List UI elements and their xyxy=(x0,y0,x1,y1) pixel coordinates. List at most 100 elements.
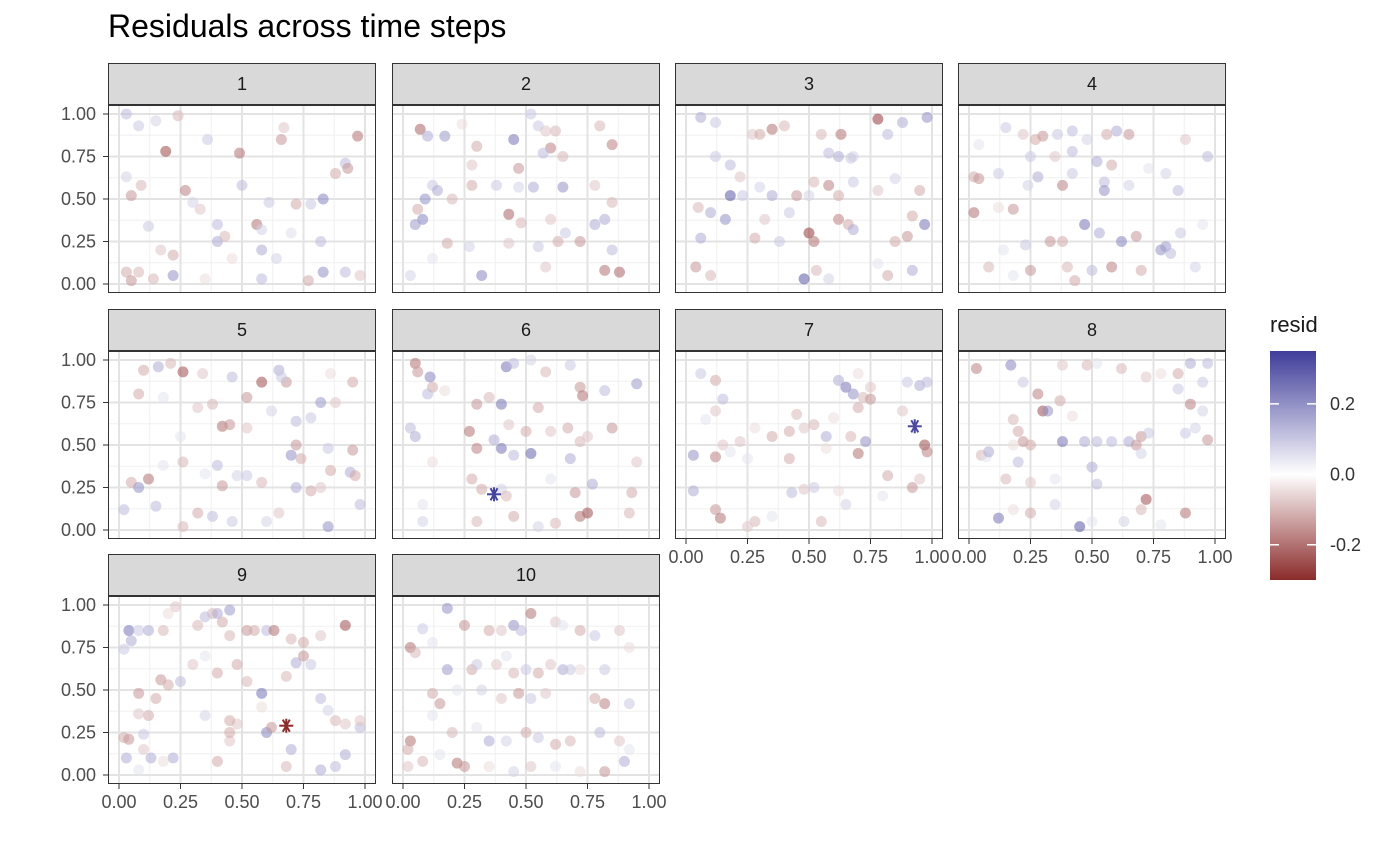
data-point xyxy=(495,693,507,704)
data-point xyxy=(734,171,746,183)
data-point xyxy=(574,381,586,393)
data-point xyxy=(1007,270,1019,281)
data-point xyxy=(503,237,515,249)
data-point xyxy=(133,388,145,400)
data-point xyxy=(1025,507,1036,519)
data-point xyxy=(424,371,436,383)
data-point xyxy=(823,147,835,159)
data-point xyxy=(906,264,918,276)
data-point xyxy=(471,659,483,670)
data-point xyxy=(483,761,495,772)
data-point xyxy=(1172,185,1184,196)
data-point xyxy=(1032,388,1044,400)
data-point xyxy=(1091,357,1103,369)
data-point xyxy=(118,504,130,516)
data-point xyxy=(459,619,470,631)
data-point xyxy=(921,376,933,388)
data-point xyxy=(1172,368,1184,380)
data-point xyxy=(187,196,199,208)
data-point xyxy=(786,487,798,499)
data-point xyxy=(532,667,544,679)
data-point xyxy=(1189,261,1201,273)
data-point xyxy=(1056,236,1068,247)
data-point xyxy=(1086,461,1098,473)
data-point xyxy=(1005,359,1017,371)
data-point xyxy=(404,735,416,747)
facet-panel-9: 9 0.00 0.25 0.50 0.75 1.00 0.00 0.25 0.50 0.75 1.0… xyxy=(61,554,383,812)
data-point xyxy=(589,693,601,704)
data-point xyxy=(710,117,722,128)
panel-border xyxy=(392,351,660,539)
data-point xyxy=(1143,162,1155,174)
data-point xyxy=(1093,227,1105,239)
x-tick-label: 0.25 xyxy=(447,792,482,812)
data-point xyxy=(199,611,211,623)
data-point xyxy=(623,744,635,755)
data-point xyxy=(882,270,894,281)
data-point xyxy=(710,504,722,516)
data-point xyxy=(687,485,699,497)
data-point xyxy=(451,684,463,696)
data-point xyxy=(305,485,317,497)
x-tick-label: 0.00 xyxy=(668,547,703,567)
data-point xyxy=(143,473,155,485)
data-point xyxy=(599,213,611,225)
legend-tick-label: 0.2 xyxy=(1330,394,1355,414)
data-point xyxy=(695,232,707,244)
facet-strip-label: 3 xyxy=(804,74,814,94)
data-point xyxy=(798,422,810,434)
data-point xyxy=(803,227,815,239)
data-point xyxy=(1056,359,1068,371)
data-point xyxy=(248,625,260,636)
data-point xyxy=(1052,128,1064,140)
data-point xyxy=(138,364,150,376)
data-point xyxy=(545,659,557,670)
data-point xyxy=(1020,239,1032,251)
data-point xyxy=(1017,376,1029,388)
data-point xyxy=(527,181,539,193)
legend-tick-label: -0.2 xyxy=(1330,535,1361,555)
data-point xyxy=(412,366,424,378)
panel-border xyxy=(108,105,376,293)
data-point xyxy=(993,202,1005,213)
data-point xyxy=(1007,203,1019,215)
data-point xyxy=(847,388,859,400)
data-point xyxy=(896,405,908,417)
data-point xyxy=(256,687,268,699)
data-point xyxy=(441,664,453,676)
data-point xyxy=(540,261,552,273)
legend-tick-label: 0.0 xyxy=(1330,464,1355,484)
data-point xyxy=(500,490,512,502)
data-point xyxy=(525,354,537,366)
data-point xyxy=(133,482,145,493)
data-point xyxy=(409,431,421,442)
data-point xyxy=(724,190,736,202)
data-point xyxy=(500,735,512,747)
data-point xyxy=(167,270,179,281)
data-point xyxy=(574,236,586,247)
data-point xyxy=(483,735,495,747)
data-point xyxy=(515,625,527,636)
data-point xyxy=(224,419,236,431)
data-point xyxy=(766,431,778,442)
data-point xyxy=(508,766,520,778)
data-point xyxy=(1140,371,1152,383)
data-point xyxy=(970,363,982,374)
data-point xyxy=(613,625,625,636)
panel-border xyxy=(392,596,660,784)
data-point xyxy=(298,636,309,648)
facet-strip-label: 7 xyxy=(804,320,814,340)
data-point xyxy=(224,630,236,642)
data-point xyxy=(466,159,478,171)
facet-strip-label: 10 xyxy=(516,565,536,585)
data-point xyxy=(417,499,429,510)
data-point xyxy=(414,123,426,135)
data-point xyxy=(133,687,145,699)
data-point xyxy=(550,738,562,750)
data-point xyxy=(1143,427,1155,439)
data-point xyxy=(606,139,618,151)
data-point xyxy=(901,230,913,242)
data-point xyxy=(120,266,132,278)
data-point xyxy=(285,227,297,239)
data-point xyxy=(143,710,155,721)
